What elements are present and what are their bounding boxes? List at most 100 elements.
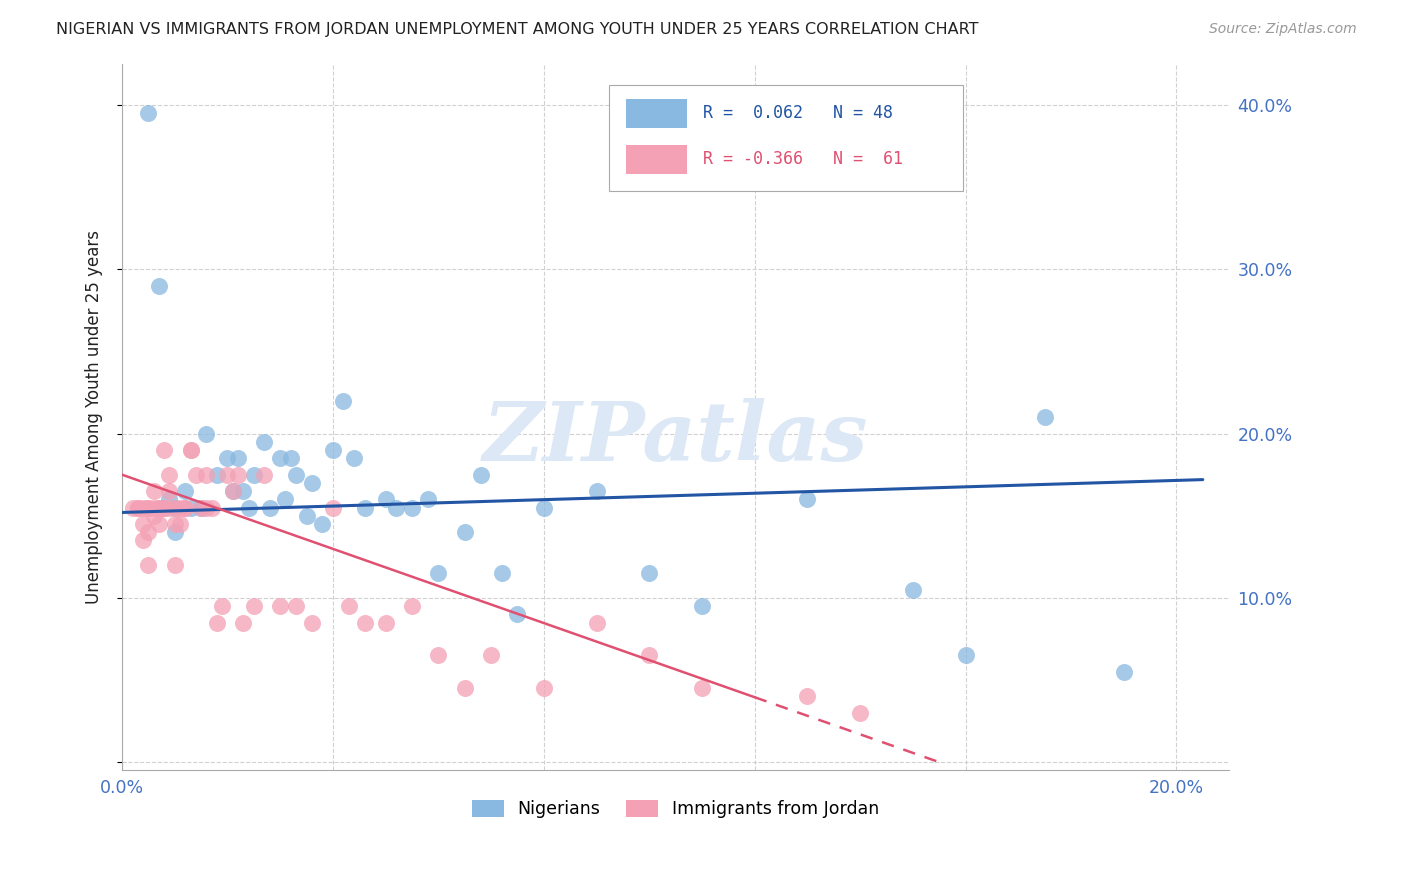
Point [180, 443, 202, 458]
Text: R =  0.062   N = 48: R = 0.062 N = 48 [703, 104, 893, 122]
Point [201, 500, 224, 515]
Point [337, 599, 360, 613]
Point [269, 599, 291, 613]
Point [301, 475, 323, 490]
Point [190, 500, 212, 515]
Point [690, 681, 713, 696]
Point [454, 681, 477, 696]
Point [127, 500, 149, 515]
Point [190, 500, 212, 515]
Point [174, 484, 197, 499]
Point [180, 443, 202, 458]
Point [163, 500, 186, 515]
Point [121, 500, 143, 515]
Point [163, 558, 186, 572]
Point [506, 607, 529, 622]
Point [374, 492, 396, 507]
Point [132, 516, 155, 531]
Point [533, 681, 555, 696]
Point [205, 467, 228, 482]
Text: ZIPatlas: ZIPatlas [482, 399, 869, 478]
Point [401, 599, 423, 613]
Point [385, 500, 408, 515]
Point [132, 500, 155, 515]
Point [1112, 665, 1135, 679]
Point [259, 500, 281, 515]
Point [427, 648, 450, 663]
Point [174, 500, 197, 515]
Point [238, 500, 260, 515]
Point [217, 467, 239, 482]
Point [332, 393, 354, 408]
Point [585, 615, 607, 630]
Point [232, 484, 254, 499]
Point [690, 599, 713, 613]
Point [226, 467, 249, 482]
Point [138, 525, 160, 540]
Point [159, 467, 181, 482]
Point [142, 484, 165, 499]
Point [374, 615, 396, 630]
Point [796, 690, 818, 704]
Point [205, 615, 228, 630]
Point [638, 648, 661, 663]
Point [148, 500, 170, 515]
Point [295, 508, 318, 523]
Point [311, 516, 333, 531]
Point [322, 443, 344, 458]
Point [138, 106, 160, 120]
Point [222, 484, 245, 499]
Point [222, 484, 245, 499]
Point [163, 516, 186, 531]
Point [285, 467, 308, 482]
Point [269, 451, 291, 466]
Point [285, 599, 308, 613]
Point [174, 500, 197, 515]
Point [169, 516, 191, 531]
Point [142, 500, 165, 515]
Point [585, 484, 607, 499]
Text: R = -0.366   N =  61: R = -0.366 N = 61 [703, 151, 903, 169]
Point [454, 525, 477, 540]
Point [148, 516, 170, 531]
Point [195, 467, 218, 482]
Point [416, 492, 439, 507]
Point [195, 500, 218, 515]
Point [533, 500, 555, 515]
Point [401, 500, 423, 515]
Point [153, 443, 176, 458]
Point [180, 500, 202, 515]
Point [243, 599, 266, 613]
FancyBboxPatch shape [626, 145, 686, 174]
Point [163, 525, 186, 540]
Text: NIGERIAN VS IMMIGRANTS FROM JORDAN UNEMPLOYMENT AMONG YOUTH UNDER 25 YEARS CORRE: NIGERIAN VS IMMIGRANTS FROM JORDAN UNEMP… [56, 22, 979, 37]
Point [470, 467, 492, 482]
Point [353, 615, 375, 630]
Y-axis label: Unemployment Among Youth under 25 years: Unemployment Among Youth under 25 years [86, 230, 103, 604]
Point [1033, 410, 1056, 425]
Point [638, 566, 661, 581]
Point [427, 566, 450, 581]
Point [243, 467, 266, 482]
Point [253, 467, 276, 482]
Point [849, 706, 872, 720]
Point [169, 500, 191, 515]
Point [353, 500, 375, 515]
Point [142, 508, 165, 523]
Point [343, 451, 366, 466]
Point [153, 500, 176, 515]
Point [226, 451, 249, 466]
Point [253, 434, 276, 449]
Point [159, 484, 181, 499]
Point [184, 467, 207, 482]
Point [138, 500, 160, 515]
Point [301, 615, 323, 630]
Point [163, 500, 186, 515]
Point [148, 278, 170, 293]
Point [138, 558, 160, 572]
Point [211, 599, 233, 613]
Point [491, 566, 513, 581]
Point [138, 500, 160, 515]
Point [901, 582, 924, 597]
FancyBboxPatch shape [609, 86, 963, 191]
